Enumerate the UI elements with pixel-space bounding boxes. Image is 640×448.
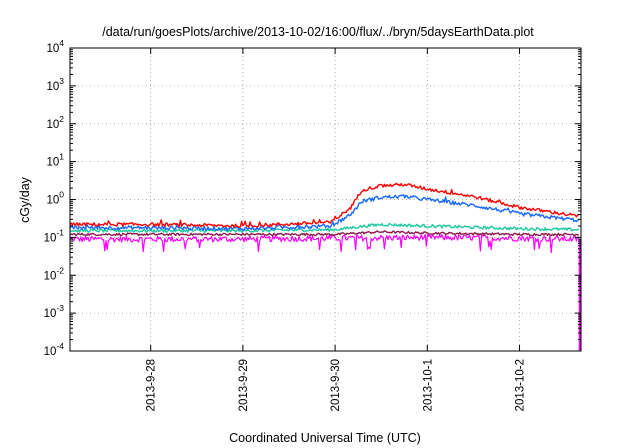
x-axis-label: Coordinated Universal Time (UTC) — [229, 431, 421, 445]
y-tick-label: 104 — [46, 38, 64, 55]
y-tick-label: 10-4 — [44, 341, 65, 358]
y-tick-label: 100 — [46, 190, 64, 207]
y-tick-label: 101 — [46, 152, 64, 169]
series-lines — [69, 182, 581, 351]
chart-title: /data/run/goesPlots/archive/2013-10-02/1… — [102, 25, 534, 39]
y-tick-label: 10-1 — [44, 227, 65, 244]
x-tick-label: 2013-10-1 — [422, 359, 434, 411]
y-axis-label: cGy/day — [18, 176, 32, 223]
y-axis: 10-4 10-3 10-2 10-1 100 101 102 103 104 — [44, 38, 581, 358]
x-tick-label: 2013-9-30 — [330, 359, 342, 411]
x-tick-label: 2013-10-2 — [515, 359, 527, 411]
y-tick-label: 103 — [46, 76, 64, 93]
x-tick-label: 2013-9-29 — [238, 359, 250, 411]
series-line-5 — [69, 182, 580, 229]
y-tick-label: 10-3 — [44, 303, 65, 320]
x-tick-label: 2013-9-28 — [146, 359, 158, 411]
series-line-2 — [69, 230, 580, 237]
x-axis: 2013-9-28 2013-9-29 2013-9-30 2013-10-1 2013… — [146, 48, 527, 411]
grid — [70, 48, 581, 351]
series-line-4 — [69, 194, 580, 232]
series-line-3 — [69, 222, 580, 233]
y-tick-label: 10-2 — [44, 265, 65, 282]
y-tick-label: 102 — [46, 114, 64, 131]
series-line-1 — [69, 233, 579, 254]
